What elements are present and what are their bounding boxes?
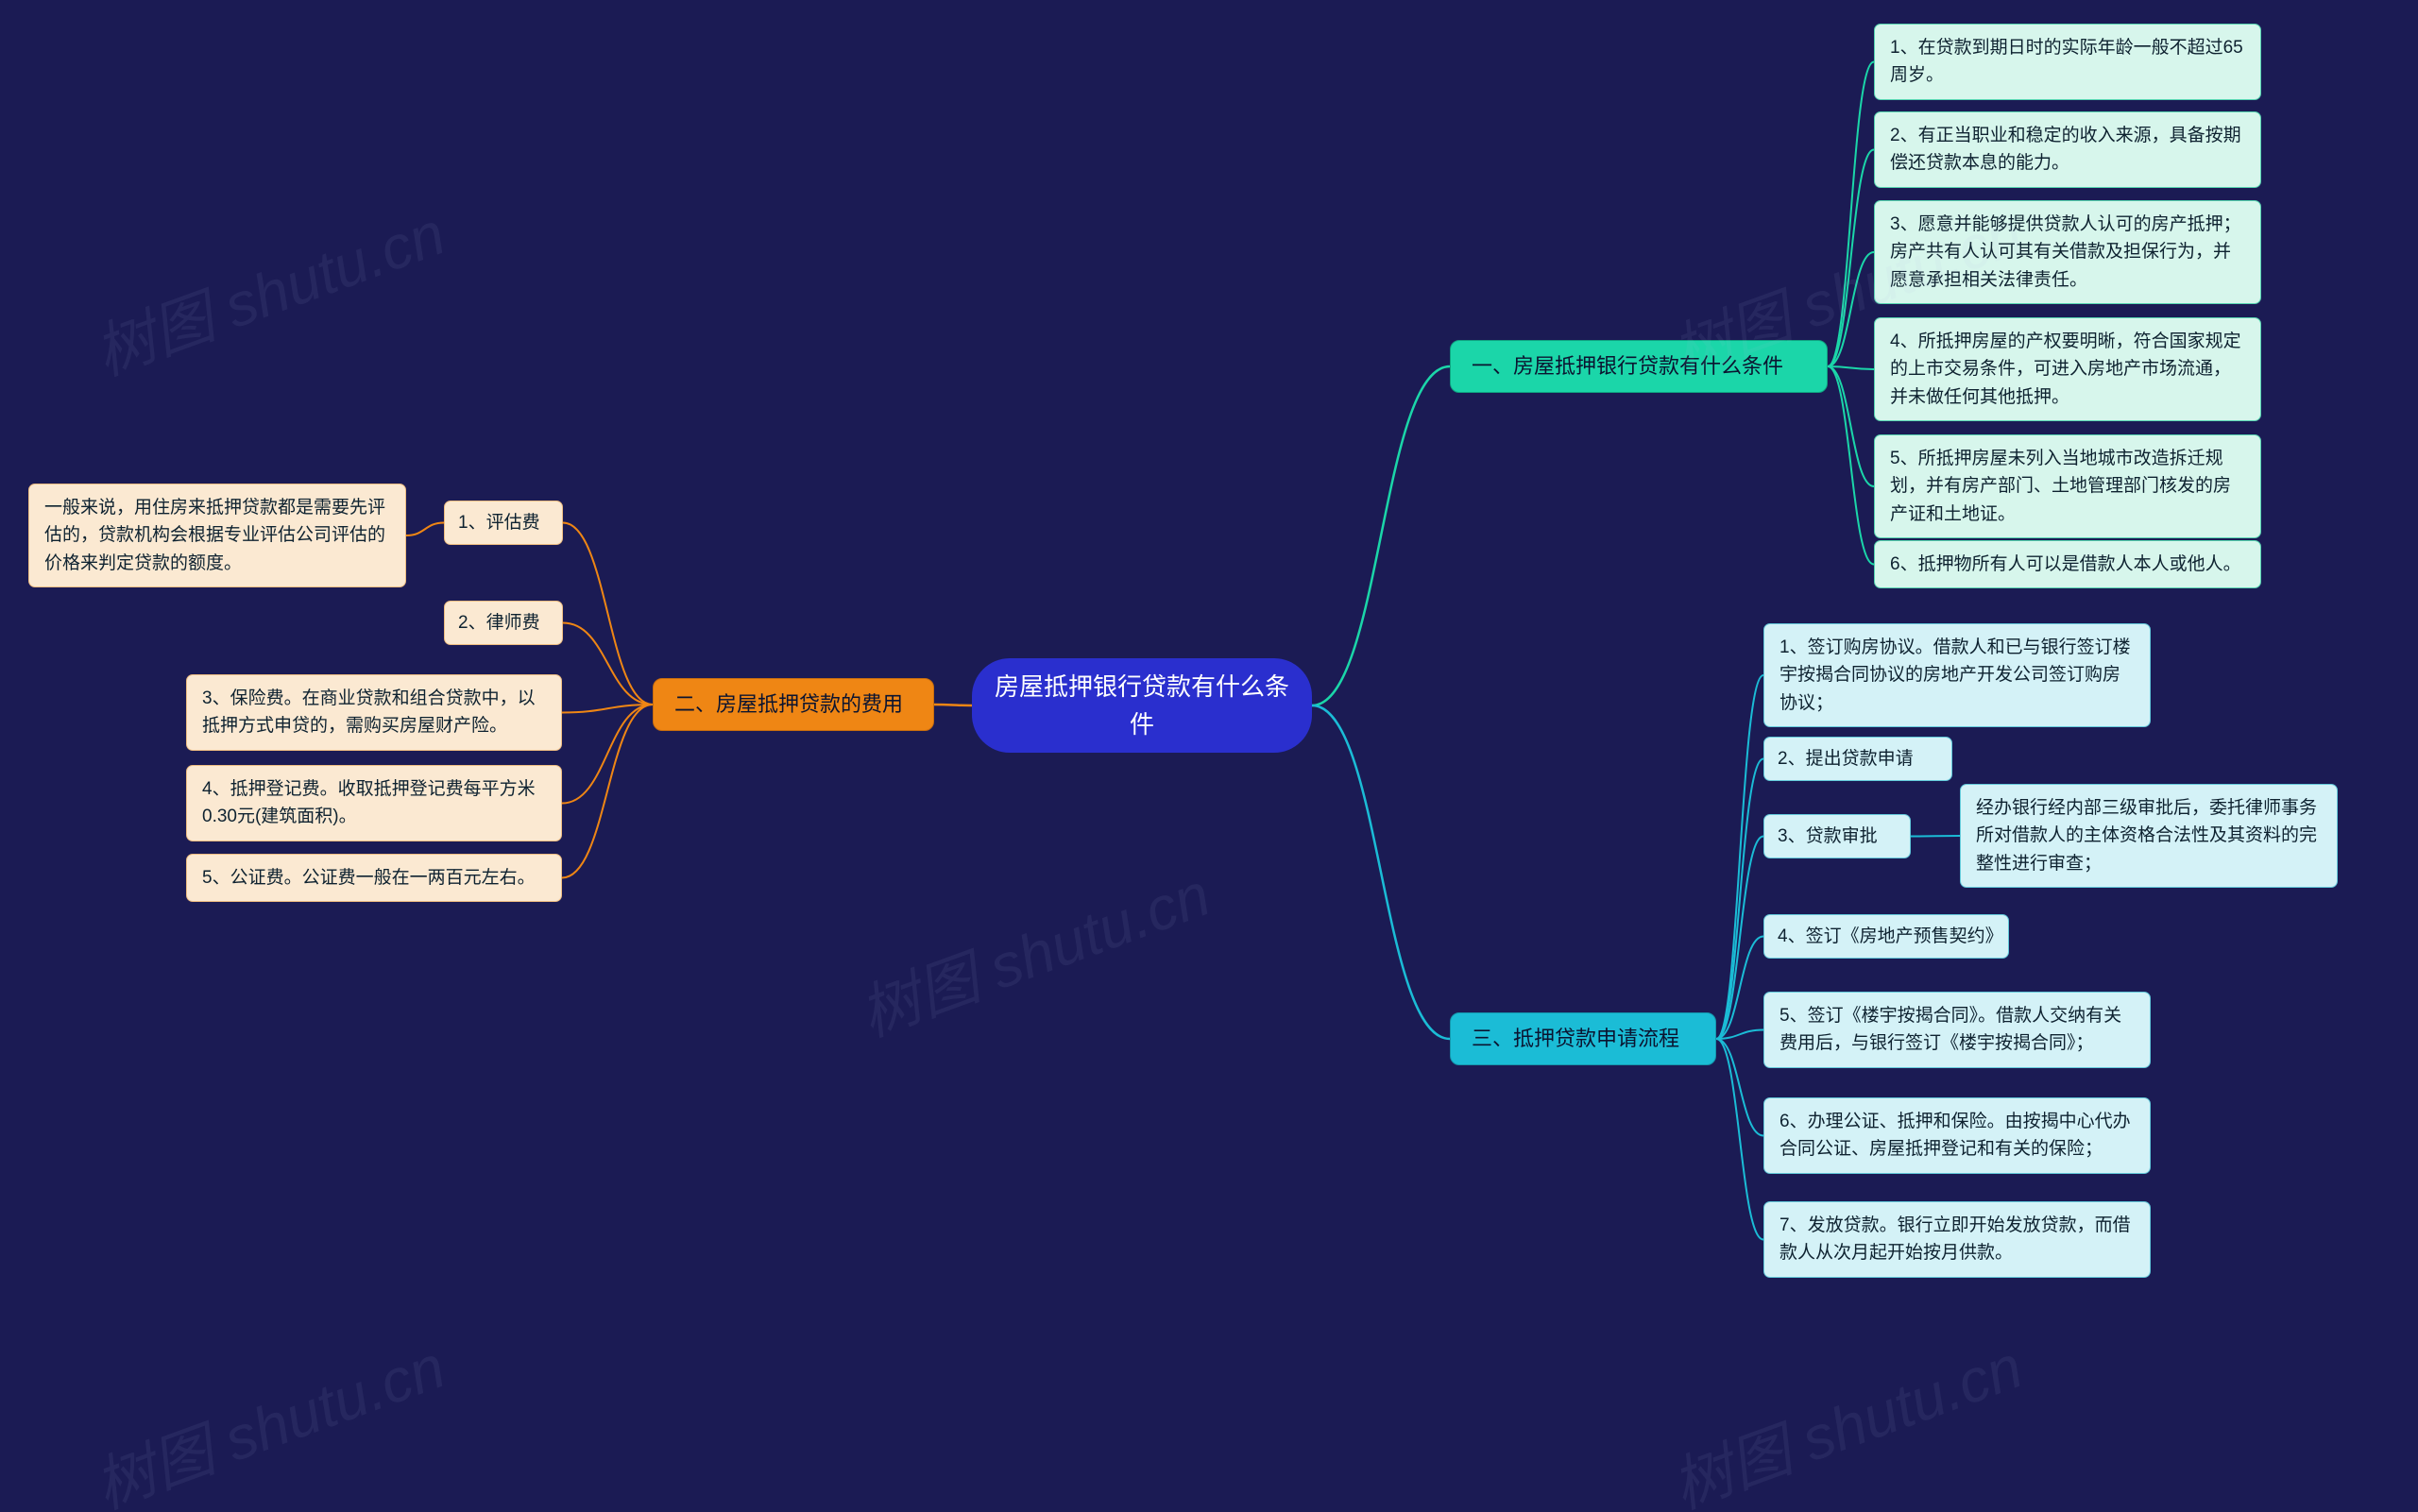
leaf-text: 6、办理公证、抵押和保险。由按揭中心代办合同公证、房屋抵押登记和有关的保险； [1779,1108,2135,1164]
leaf-b1-2[interactable]: 3、愿意并能够提供贷款人认可的房产抵押；房产共有人认可其有关借款及担保行为，并愿… [1874,200,2261,304]
branch-b3[interactable]: 三、抵押贷款申请流程 [1450,1012,1716,1065]
leaf-text: 一般来说，用住房来抵押贷款都是需要先评估的，贷款机构会根据专业评估公司评估的价格… [44,494,390,577]
leaf-b3-2[interactable]: 3、贷款审批 [1763,814,1911,858]
leaf-text: 6、抵押物所有人可以是借款人本人或他人。 [1890,551,2241,578]
leaf-text: 5、所抵押房屋未列入当地城市改造拆迁规划，并有房产部门、土地管理部门核发的房产证… [1890,445,2245,528]
leaf-b3-0[interactable]: 1、签订购房协议。借款人和已与银行签订楼宇按揭合同协议的房地产开发公司签订购房协… [1763,623,2151,727]
leaf-b2-0[interactable]: 1、评估费 [444,501,563,545]
leaf-b1-5[interactable]: 6、抵押物所有人可以是借款人本人或他人。 [1874,540,2261,588]
leaf-text: 4、所抵押房屋的产权要明晰，符合国家规定的上市交易条件，可进入房地产市场流通，并… [1890,328,2245,411]
leaf-b1-3[interactable]: 4、所抵押房屋的产权要明晰，符合国家规定的上市交易条件，可进入房地产市场流通，并… [1874,317,2261,421]
leaf-b1-1[interactable]: 2、有正当职业和稳定的收入来源，具备按期偿还贷款本息的能力。 [1874,111,2261,188]
leaf-b2-3[interactable]: 4、抵押登记费。收取抵押登记费每平方米0.30元(建筑面积)。 [186,765,562,841]
leaf-text: 2、律师费 [458,609,540,637]
leaf-text: 2、有正当职业和稳定的收入来源，具备按期偿还贷款本息的能力。 [1890,122,2245,178]
leaf-b3-3[interactable]: 4、签订《房地产预售契约》 [1763,914,2009,959]
leaf-b3-4[interactable]: 5、签订《楼宇按揭合同》。借款人交纳有关费用后，与银行签订《楼宇按揭合同》； [1763,992,2151,1068]
leaf-text: 5、公证费。公证费一般在一两百元左右。 [202,864,536,892]
subleaf-b2-0[interactable]: 一般来说，用住房来抵押贷款都是需要先评估的，贷款机构会根据专业评估公司评估的价格… [28,484,406,587]
leaf-text: 1、签订购房协议。借款人和已与银行签订楼宇按揭合同协议的房地产开发公司签订购房协… [1779,634,2135,717]
branch-label: 三、抵押贷款申请流程 [1472,1023,1679,1055]
leaf-text: 1、在贷款到期日时的实际年龄一般不超过65周岁。 [1890,34,2245,90]
leaf-text: 4、签订《房地产预售契约》 [1778,923,1995,950]
watermark: 树图 shutu.cn [846,846,1220,1053]
leaf-text: 3、保险费。在商业贷款和组合贷款中，以抵押方式申贷的，需购买房屋财产险。 [202,685,546,740]
leaf-b2-1[interactable]: 2、律师费 [444,601,563,645]
branch-label: 一、房屋抵押银行贷款有什么条件 [1472,350,1783,382]
leaf-text: 7、发放贷款。银行立即开始发放贷款，而借款人从次月起开始按月供款。 [1779,1212,2135,1267]
leaf-text: 3、贷款审批 [1778,823,1878,850]
branch-b1[interactable]: 一、房屋抵押银行贷款有什么条件 [1450,340,1828,393]
branch-label: 二、房屋抵押贷款的费用 [674,688,903,721]
leaf-b1-0[interactable]: 1、在贷款到期日时的实际年龄一般不超过65周岁。 [1874,24,2261,100]
leaf-text: 经办银行经内部三级审批后，委托律师事务所对借款人的主体资格合法性及其资料的完整性… [1976,794,2322,877]
leaf-b3-6[interactable]: 7、发放贷款。银行立即开始发放贷款，而借款人从次月起开始按月供款。 [1763,1201,2151,1278]
leaf-text: 3、愿意并能够提供贷款人认可的房产抵押；房产共有人认可其有关借款及担保行为，并愿… [1890,211,2245,294]
leaf-text: 4、抵押登记费。收取抵押登记费每平方米0.30元(建筑面积)。 [202,775,546,831]
leaf-b3-5[interactable]: 6、办理公证、抵押和保险。由按揭中心代办合同公证、房屋抵押登记和有关的保险； [1763,1097,2151,1174]
root-node[interactable]: 房屋抵押银行贷款有什么条件 [972,658,1312,753]
watermark: 树图 shutu.cn [1659,1318,2033,1512]
leaf-text: 2、提出贷款申请 [1778,745,1914,773]
subleaf-b3-2[interactable]: 经办银行经内部三级审批后，委托律师事务所对借款人的主体资格合法性及其资料的完整性… [1960,784,2338,888]
leaf-b1-4[interactable]: 5、所抵押房屋未列入当地城市改造拆迁规划，并有房产部门、土地管理部门核发的房产证… [1874,434,2261,538]
branch-b2[interactable]: 二、房屋抵押贷款的费用 [653,678,934,731]
watermark: 树图 shutu.cn [81,1318,455,1512]
leaf-text: 1、评估费 [458,509,540,536]
watermark: 树图 shutu.cn [81,185,455,392]
leaf-text: 5、签订《楼宇按揭合同》。借款人交纳有关费用后，与银行签订《楼宇按揭合同》； [1779,1002,2135,1058]
leaf-b2-2[interactable]: 3、保险费。在商业贷款和组合贷款中，以抵押方式申贷的，需购买房屋财产险。 [186,674,562,751]
leaf-b2-4[interactable]: 5、公证费。公证费一般在一两百元左右。 [186,854,562,902]
leaf-b3-1[interactable]: 2、提出贷款申请 [1763,737,1952,781]
root-label: 房屋抵押银行贷款有什么条件 [989,668,1295,744]
